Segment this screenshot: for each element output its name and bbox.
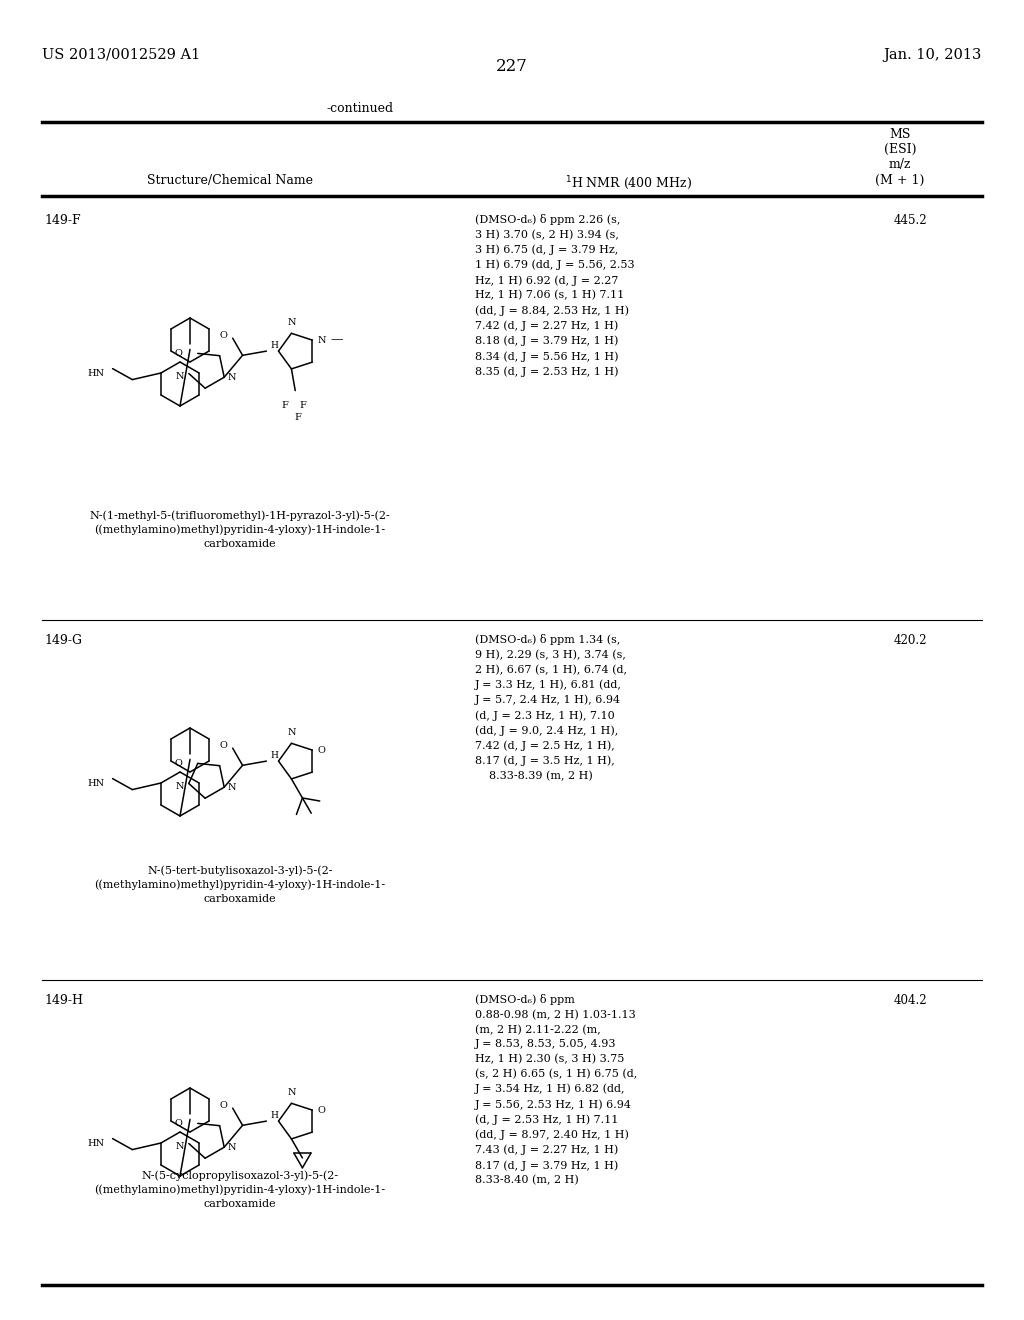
Text: (ESI): (ESI)	[884, 143, 916, 156]
Text: N: N	[287, 318, 296, 327]
Text: O: O	[317, 1106, 326, 1114]
Text: US 2013/0012529 A1: US 2013/0012529 A1	[42, 48, 201, 62]
Text: N: N	[287, 1088, 296, 1097]
Text: O: O	[174, 350, 182, 359]
Text: N: N	[227, 372, 236, 381]
Text: O: O	[317, 746, 326, 755]
Text: 149-G: 149-G	[44, 634, 82, 647]
Text: H: H	[270, 751, 279, 759]
Text: 445.2: 445.2	[893, 214, 927, 227]
Text: (DMSO-d₆) δ ppm
0.88-0.98 (m, 2 H) 1.03-1.13
(m, 2 H) 2.11-2.22 (m,
J = 8.53, 8.: (DMSO-d₆) δ ppm 0.88-0.98 (m, 2 H) 1.03-…	[475, 994, 637, 1185]
Text: N: N	[227, 783, 236, 792]
Text: 227: 227	[496, 58, 528, 75]
Text: N: N	[227, 1143, 236, 1152]
Text: N: N	[176, 372, 184, 381]
Text: —: —	[331, 334, 343, 347]
Text: HN: HN	[87, 370, 104, 378]
Text: HN: HN	[87, 779, 104, 788]
Text: O: O	[174, 759, 182, 768]
Text: N-(5-tert-butylisoxazol-3-yl)-5-(2-
((methylamino)methyl)pyridin-4-yloxy)-1H-ind: N-(5-tert-butylisoxazol-3-yl)-5-(2- ((me…	[94, 865, 386, 904]
Text: N: N	[176, 781, 184, 791]
Text: 420.2: 420.2	[893, 634, 927, 647]
Text: N-(5-cyclopropylisoxazol-3-yl)-5-(2-
((methylamino)methyl)pyridin-4-yloxy)-1H-in: N-(5-cyclopropylisoxazol-3-yl)-5-(2- ((m…	[94, 1170, 386, 1209]
Text: (DMSO-d₆) δ ppm 1.34 (s,
9 H), 2.29 (s, 3 H), 3.74 (s,
2 H), 6.67 (s, 1 H), 6.74: (DMSO-d₆) δ ppm 1.34 (s, 9 H), 2.29 (s, …	[475, 634, 627, 781]
Text: F: F	[282, 400, 289, 409]
Text: N: N	[317, 335, 326, 345]
Text: H: H	[270, 1110, 279, 1119]
Text: N-(1-methyl-5-(trifluoromethyl)-1H-pyrazol-3-yl)-5-(2-
((methylamino)methyl)pyri: N-(1-methyl-5-(trifluoromethyl)-1H-pyraz…	[90, 510, 390, 549]
Text: Structure/Chemical Name: Structure/Chemical Name	[147, 174, 313, 187]
Text: 149-H: 149-H	[44, 994, 83, 1007]
Text: O: O	[174, 1119, 182, 1129]
Text: 404.2: 404.2	[893, 994, 927, 1007]
Text: (DMSO-d₆) δ ppm 2.26 (s,
3 H) 3.70 (s, 2 H) 3.94 (s,
3 H) 6.75 (d, J = 3.79 Hz,
: (DMSO-d₆) δ ppm 2.26 (s, 3 H) 3.70 (s, 2…	[475, 214, 635, 378]
Text: MS: MS	[889, 128, 910, 141]
Text: N: N	[287, 729, 296, 738]
Text: 149-F: 149-F	[44, 214, 81, 227]
Text: $^{1}$H NMR (400 MHz): $^{1}$H NMR (400 MHz)	[564, 174, 691, 191]
Text: O: O	[220, 1101, 227, 1110]
Text: Jan. 10, 2013: Jan. 10, 2013	[884, 48, 982, 62]
Text: -continued: -continued	[327, 102, 393, 115]
Text: (M + 1): (M + 1)	[876, 174, 925, 187]
Text: F: F	[300, 400, 306, 409]
Text: O: O	[220, 741, 227, 750]
Text: H: H	[270, 341, 279, 350]
Text: m/z: m/z	[889, 158, 911, 172]
Text: O: O	[220, 331, 227, 339]
Text: F: F	[295, 413, 302, 421]
Text: HN: HN	[87, 1139, 104, 1148]
Text: N: N	[176, 1142, 184, 1151]
